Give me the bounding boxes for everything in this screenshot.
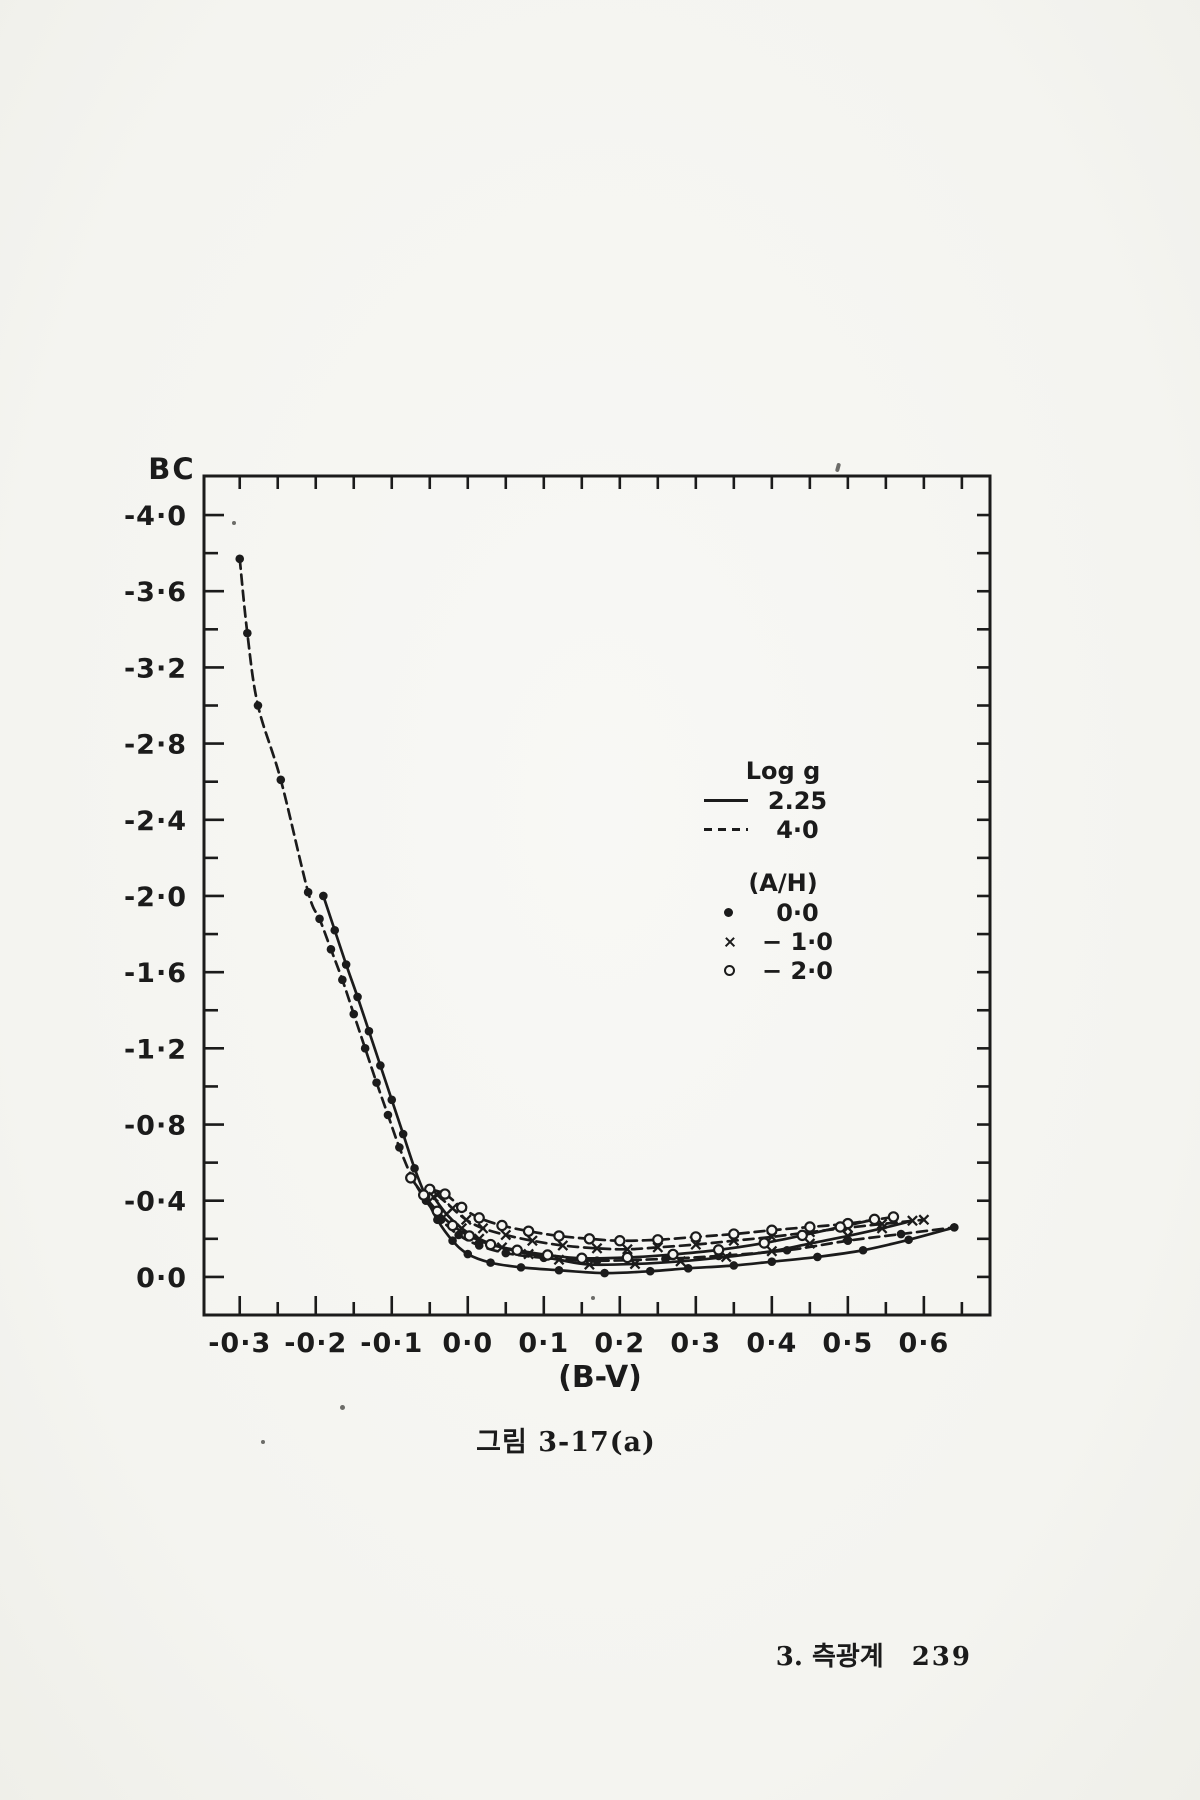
legend-linestyle-title: Log g <box>745 757 821 785</box>
y-tick-label: -2·8 <box>124 730 187 761</box>
y-tick-label: -1·2 <box>124 1034 187 1065</box>
series-logg4.0-ah-2.0 <box>428 1187 895 1243</box>
x-tick-label: 0·0 <box>442 1328 493 1359</box>
markers-logg2.25-ah-1.0 <box>428 1191 918 1270</box>
x-tick-label: -0·1 <box>360 1328 423 1359</box>
x-axis-title: (B-V) <box>558 1360 642 1395</box>
footer-section-title: 3. 측광계 <box>775 1642 884 1672</box>
y-tick-label: -3·2 <box>124 653 187 684</box>
x-tick-label: 0·5 <box>822 1328 873 1359</box>
legend-label: 2.25 <box>767 786 828 815</box>
legend-label: 0·0 <box>776 898 819 927</box>
legend-item-ah-0.0: 0·0 <box>688 898 878 927</box>
filled-dot-marker-icon <box>724 908 733 917</box>
dashed-line-sample <box>704 828 748 831</box>
chart-legend: Log g 2.25 4·0 (A/H) 0·0 − 1·0 − 2·0 <box>688 756 878 985</box>
y-tick-label: -0·8 <box>124 1111 187 1142</box>
x-tick-label: -0·2 <box>284 1328 347 1359</box>
y-axis-title: BC <box>148 452 196 486</box>
legend-item-logg-4.0: 4·0 <box>688 815 878 844</box>
y-tick-label: -2·4 <box>124 806 187 837</box>
legend-item-ah--2.0: − 2·0 <box>688 956 878 985</box>
y-tick-label: 0·0 <box>136 1263 187 1294</box>
x-tick-label: 0·1 <box>518 1328 569 1359</box>
legend-label: − 1·0 <box>762 927 833 956</box>
scan-speck <box>340 1405 345 1410</box>
scan-speck <box>261 1440 265 1444</box>
x-tick-label: -0·3 <box>208 1328 271 1359</box>
legend-label: − 2·0 <box>762 956 833 985</box>
markers-logg2.25-ah0.0 <box>319 891 959 1278</box>
solid-line-sample <box>704 799 748 802</box>
x-tick-label: 0·4 <box>746 1328 797 1359</box>
x-tick-label: 0·3 <box>670 1328 721 1359</box>
series-logg4.0-ah-1.0 <box>436 1193 926 1251</box>
y-tick-label: -2·0 <box>124 882 187 913</box>
scan-speck <box>591 1296 595 1300</box>
legend-label: 4·0 <box>776 815 819 844</box>
y-tick-label: -0·4 <box>124 1187 187 1218</box>
open-circle-marker-icon <box>724 965 735 976</box>
x-tick-label: 0·2 <box>594 1328 645 1359</box>
legend-item-logg-2.25: 2.25 <box>688 786 878 815</box>
legend-item-ah--1.0: − 1·0 <box>688 927 878 956</box>
axes <box>202 474 992 1317</box>
figure-caption: 그림 3-17(a) <box>476 1427 656 1458</box>
tick-labels: -0·3 -0·2 -0·1 0·0 0·1 0·2 0·3 0·4 0·5 0·6 -4·0 -3·… <box>124 501 949 1359</box>
x-tick-label: 0·6 <box>898 1328 949 1359</box>
y-tick-label: -3·6 <box>124 577 187 608</box>
legend-marker-title: (A/H) <box>748 869 818 897</box>
markers-logg4.0-ah-2.0 <box>424 1183 900 1247</box>
y-tick-label: -1·6 <box>124 958 187 989</box>
y-tick-label: -4·0 <box>124 501 187 532</box>
scan-speck <box>232 521 236 525</box>
page-footer: 3. 측광계 239 <box>620 1636 972 1673</box>
markers-logg2.25-ah-2.0 <box>405 1172 881 1264</box>
x-marker-icon <box>724 936 736 948</box>
footer-page-number: 239 <box>911 1642 972 1672</box>
